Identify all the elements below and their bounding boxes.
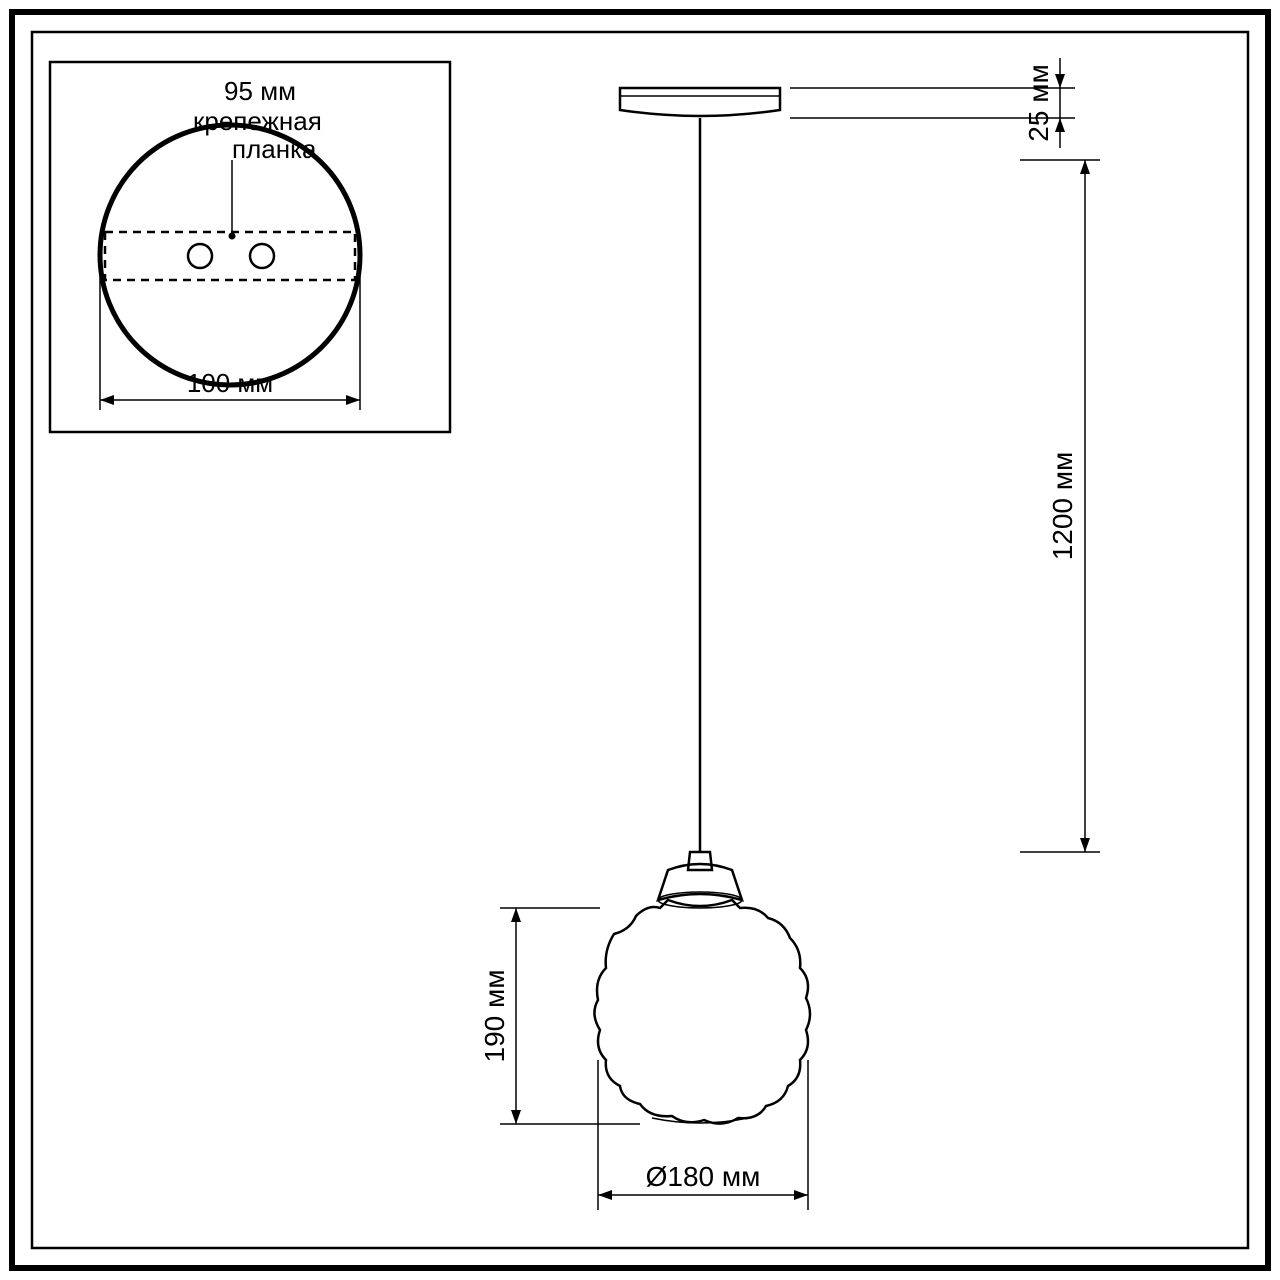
canopy-diameter-label: 100 мм: [187, 368, 273, 398]
canopy-diameter-dim: 100 мм: [100, 255, 360, 410]
screw-hole-left: [188, 244, 212, 268]
shade-height-label: 190 мм: [479, 970, 510, 1063]
inset-panel: 95 мм крепежная планка 100 мм: [50, 62, 450, 432]
bracket-width-label: 95 мм: [224, 76, 296, 106]
canopy: [620, 88, 780, 116]
lamp-socket: [658, 852, 742, 908]
dim-canopy-height: 25 мм: [790, 58, 1075, 148]
shade-diameter-label: Ø180 мм: [646, 1161, 761, 1192]
canopy-height-label: 25 мм: [1023, 64, 1054, 141]
bracket-text-line2: планка: [232, 134, 317, 164]
total-drop-label: 1200 мм: [1047, 452, 1078, 561]
inner-border: [32, 32, 1248, 1248]
canopy-circle: [100, 125, 360, 385]
bracket-text-line1: крепежная: [193, 106, 322, 136]
pendant-side-view: 25 мм 1200 мм 190 мм: [479, 58, 1100, 1210]
bracket-rect: [105, 232, 355, 280]
screw-hole-right: [250, 244, 274, 268]
dim-shade-diameter: Ø180 мм: [598, 1060, 808, 1210]
dim-shade-height: 190 мм: [479, 908, 640, 1124]
technical-drawing: 95 мм крепежная планка 100 мм: [0, 0, 1280, 1280]
outer-border: [12, 12, 1268, 1268]
dim-total-drop: 1200 мм: [820, 160, 1100, 1124]
lamp-shade: [594, 900, 810, 1124]
